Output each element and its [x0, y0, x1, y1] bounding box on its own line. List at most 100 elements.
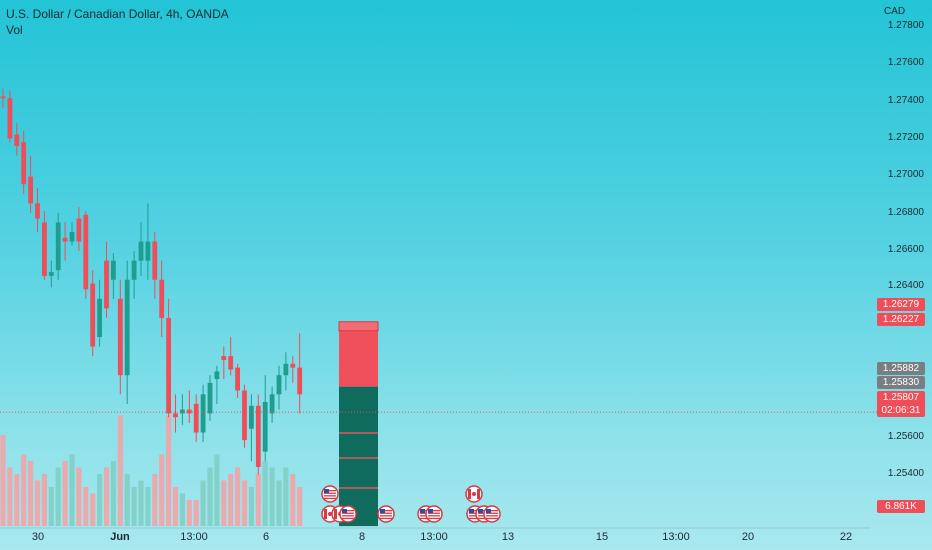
candle-body — [290, 363, 296, 368]
gray-price-tag-2: 1.25830 — [877, 376, 925, 389]
price-axis-label: 1.27600 — [887, 57, 924, 68]
candle-body — [262, 401, 268, 452]
candle-body — [111, 260, 116, 280]
candle-body — [152, 241, 158, 280]
volume-bar — [255, 474, 261, 526]
time-axis-label: 30 — [31, 531, 45, 543]
candle-body — [276, 375, 282, 395]
us-event-flag-icon[interactable] — [483, 505, 501, 523]
time-axis-label: 13:00 — [420, 531, 448, 543]
volume-bar — [152, 474, 158, 526]
volume-bar — [14, 474, 20, 526]
price-axis-label: 1.27000 — [887, 169, 924, 180]
time-axis-label: 13 — [501, 531, 515, 543]
volume-bar — [186, 500, 192, 526]
candle-body — [297, 367, 303, 395]
candle-body — [166, 317, 171, 414]
candle-body — [0, 96, 6, 99]
volume-bar — [55, 467, 61, 526]
volume-bar — [235, 467, 241, 526]
volume-bar — [283, 467, 289, 526]
price-axis-label: 1.27800 — [887, 20, 924, 31]
candle-body — [173, 413, 178, 418]
candle-body — [76, 218, 82, 242]
candle-body — [28, 176, 33, 204]
stop-inner-tag: 1.26227 — [877, 313, 925, 326]
us-event-flag-icon[interactable] — [321, 485, 339, 503]
volume-bar — [97, 474, 103, 526]
candle-body — [138, 241, 144, 261]
volume-bar — [193, 500, 199, 526]
candle-body — [200, 394, 206, 433]
gray-price-tag-1: 1.25882 — [877, 362, 925, 375]
candle-body — [159, 279, 165, 318]
stop-price-tag: 1.26279 — [877, 298, 925, 311]
candle-body — [131, 260, 137, 280]
volume-bar — [159, 454, 165, 526]
us-event-flag-icon[interactable] — [339, 505, 357, 523]
candle-body — [35, 203, 40, 219]
candle-body — [48, 272, 54, 276]
volume-bar — [117, 415, 123, 526]
volume-bar — [62, 461, 68, 526]
candle-body — [97, 298, 102, 338]
time-axis-label: 8 — [358, 531, 366, 543]
volume-bar — [200, 480, 206, 526]
volume-bar — [214, 454, 220, 526]
us-event-flag-icon[interactable] — [425, 505, 443, 523]
price-axis-label: 1.27200 — [887, 132, 924, 143]
volume-bar — [228, 474, 234, 526]
candle-body — [249, 405, 254, 429]
time-axis-label: 15 — [595, 531, 609, 543]
time-axis-label: 20 — [741, 531, 755, 543]
price-axis-label: 1.26800 — [887, 207, 924, 218]
us-event-flag-icon[interactable] — [377, 505, 395, 523]
volume-bar — [145, 487, 151, 526]
volume-bar — [221, 480, 227, 526]
candle-body — [193, 403, 199, 433]
chart-legend: U.S. Dollar / Canadian Dollar, 4h, OANDA… — [6, 6, 229, 38]
time-axis-label: 22 — [839, 531, 853, 543]
stop-loss-handle — [338, 321, 379, 332]
volume-bar — [269, 467, 275, 526]
volume-bar — [124, 474, 130, 526]
time-axis-label: 6 — [262, 531, 270, 543]
volume-bar — [83, 487, 89, 526]
ca-event-flag-icon[interactable] — [465, 485, 483, 503]
bar-countdown: 02:06:31 — [881, 405, 921, 416]
stop-loss-zone — [339, 321, 378, 387]
time-axis-label: 13:00 — [180, 531, 208, 543]
candle-body — [55, 222, 61, 271]
current-price-tag: 1.25807 02:06:31 — [877, 391, 925, 417]
price-axis-label: 1.26600 — [887, 244, 924, 255]
volume-bar — [290, 474, 296, 526]
symbol-title: U.S. Dollar / Canadian Dollar, 4h, OANDA — [6, 7, 229, 21]
volume-bar — [276, 480, 282, 526]
volume-bar — [41, 474, 47, 526]
candle-body — [117, 298, 123, 376]
time-axis-label: 13:00 — [662, 531, 690, 543]
volume-legend: Vol — [6, 23, 23, 37]
candle-body — [186, 409, 192, 414]
candle-body — [242, 390, 247, 441]
volume-bar — [110, 461, 116, 526]
volume-bar — [7, 467, 13, 526]
price-axis-label: 1.25600 — [887, 431, 924, 442]
candle-body — [269, 394, 275, 414]
candle-body — [14, 134, 20, 147]
candle-body — [255, 405, 261, 467]
candle-body — [180, 409, 185, 414]
volume-bar — [103, 467, 110, 526]
volume-bar — [241, 480, 248, 526]
candle-body — [221, 356, 227, 360]
volume-bar — [69, 454, 75, 526]
candle-body — [83, 214, 89, 290]
volume-bar — [166, 415, 172, 526]
volume-bar — [76, 467, 82, 526]
volume-bar — [172, 487, 179, 526]
candle-body — [90, 283, 96, 347]
volume-bar — [0, 435, 6, 526]
candle-body — [145, 241, 151, 261]
